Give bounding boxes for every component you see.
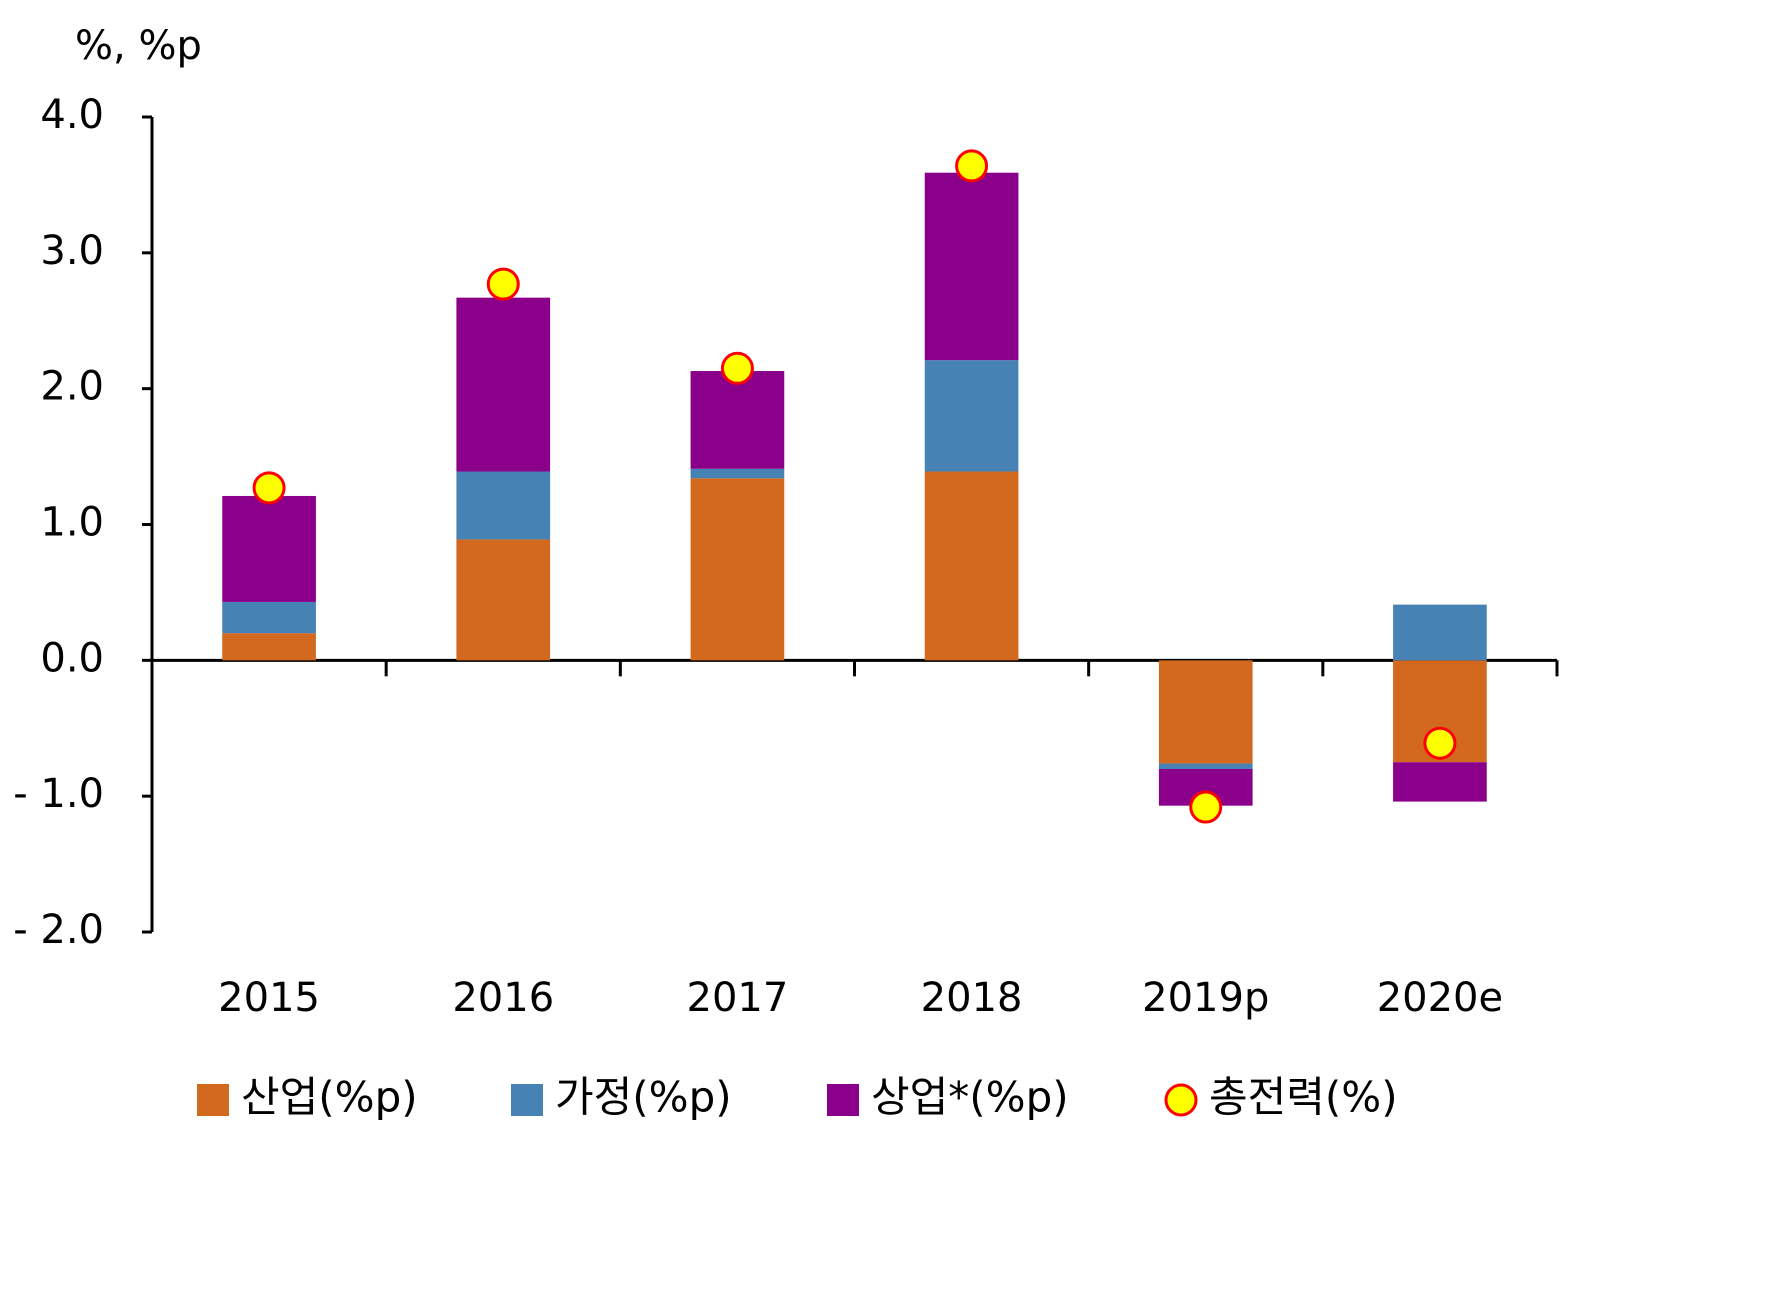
bar-segment [924, 172, 1019, 361]
x-tick-label: 2015 [218, 975, 320, 1021]
bar-segment [1158, 660, 1253, 764]
bar-segment [222, 633, 316, 661]
total-dot [1423, 726, 1457, 760]
y-tick-label: 3.0 [40, 228, 104, 274]
x-tick-label: 2020e [1377, 975, 1503, 1021]
x-tick-label: 2018 [921, 975, 1023, 1021]
total-dot [1189, 790, 1223, 824]
bar-segment [690, 371, 785, 469]
legend-label: 산업(%p) [241, 1073, 418, 1122]
total-dot [955, 149, 989, 183]
bar-segment [222, 495, 316, 602]
legend-label: 상업*(%p) [871, 1073, 1069, 1122]
bar-segment [222, 601, 316, 634]
y-tick-label: 0.0 [40, 635, 104, 681]
bar-segment [456, 539, 551, 661]
y-unit-label: %, %p [75, 23, 202, 69]
y-tick-label: 4.0 [40, 92, 104, 138]
bar-segment [1158, 763, 1253, 769]
legend-swatch [197, 1084, 229, 1116]
x-tick-label: 2017 [687, 975, 789, 1021]
x-tick-label: 2019p [1142, 975, 1269, 1021]
bar-segment [456, 471, 551, 540]
legend-marker [1164, 1083, 1198, 1117]
y-tick-label: - 1.0 [13, 771, 104, 817]
bar-segment [690, 468, 785, 479]
legend-label: 가정(%p) [555, 1073, 732, 1122]
legend-swatch [827, 1084, 859, 1116]
legend-swatch [511, 1084, 543, 1116]
legend-label: 총전력(%) [1209, 1073, 1398, 1122]
bar-segment [1393, 604, 1487, 661]
bar-segment [924, 471, 1019, 661]
y-tick-label: 2.0 [40, 364, 104, 410]
bar-segment [924, 360, 1019, 472]
bar-segment [456, 297, 551, 472]
y-tick-label: - 2.0 [13, 907, 104, 953]
total-dot [486, 267, 520, 301]
total-dot [720, 351, 754, 385]
y-tick-label: 1.0 [40, 500, 104, 546]
bar-segment [1393, 762, 1487, 802]
x-tick-label: 2016 [452, 975, 554, 1021]
bar-segment [690, 478, 785, 661]
total-dot [252, 471, 286, 505]
